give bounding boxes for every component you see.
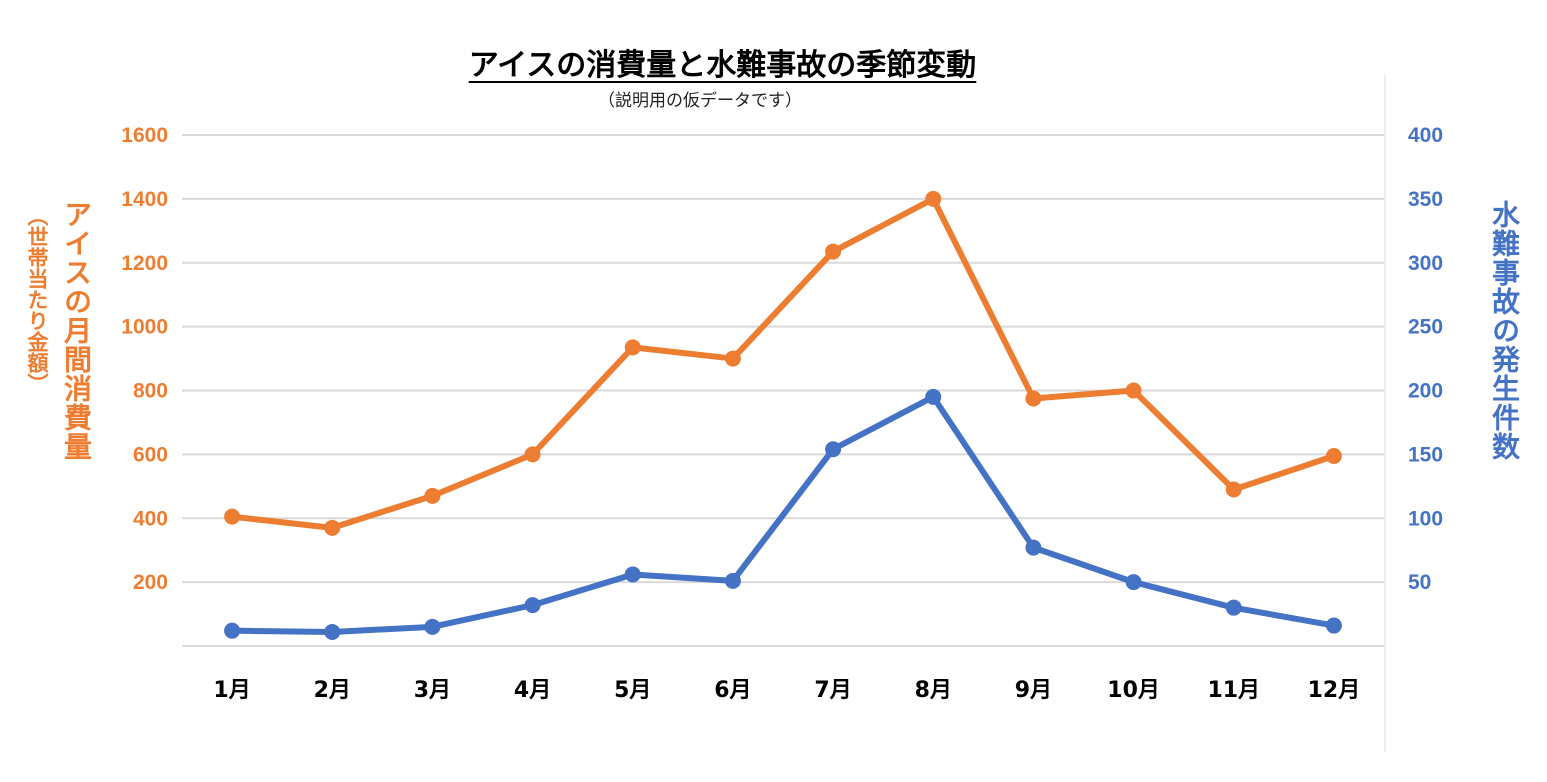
series-line-right — [232, 393, 1335, 635]
data-point-right — [624, 566, 641, 583]
data-point-right — [925, 388, 942, 405]
x-tick-label: 7月 — [814, 678, 851, 703]
x-tick-label: 3月 — [414, 678, 451, 703]
data-point-right — [1125, 574, 1142, 591]
chart-title-text: アイスの消費量と水難事故の季節変動 — [468, 48, 977, 83]
data-point-left — [1125, 382, 1142, 399]
data-point-right — [1325, 617, 1342, 634]
data-point-right — [825, 441, 842, 458]
x-tick-label: 2月 — [314, 678, 351, 703]
series-line-left — [231, 195, 1335, 531]
data-point-left — [524, 446, 541, 463]
y-right-tick-label: 250 — [1408, 316, 1443, 339]
data-point-right — [424, 618, 441, 635]
data-point-right — [724, 572, 741, 589]
y-axis-left-label: アイスの月間消費量 — [60, 200, 93, 461]
x-tick-label: 5月 — [614, 678, 651, 703]
y-left-tick-label: 1600 — [121, 124, 168, 147]
data-point-left — [624, 339, 641, 356]
x-tick-label: 11月 — [1207, 678, 1260, 703]
y-right-tick-label: 150 — [1408, 443, 1443, 466]
y-right-tick-label: 100 — [1408, 507, 1443, 530]
y-left-tick-label: 1400 — [121, 188, 168, 211]
x-tick-label: 12月 — [1308, 678, 1361, 703]
x-tick-label: 1月 — [213, 678, 250, 703]
x-tick-label: 6月 — [714, 678, 751, 703]
x-tick-label: 10月 — [1107, 678, 1160, 703]
y-axis-left-sublabel: （世帯当たり金額） — [25, 205, 49, 394]
data-point-left — [324, 519, 341, 536]
y-left-tick-label: 400 — [133, 507, 168, 530]
data-point-right — [224, 622, 241, 639]
y-left-tick-label: 600 — [133, 443, 168, 466]
data-point-left — [1225, 481, 1242, 498]
y-right-tick-label: 400 — [1408, 124, 1443, 147]
y-axis-right-label: 水難事故の発生件数 — [1488, 200, 1521, 461]
data-point-left — [1325, 447, 1342, 464]
data-point-left — [1025, 390, 1042, 407]
data-point-right — [1025, 539, 1042, 556]
data-point-left — [825, 243, 842, 260]
x-tick-label: 9月 — [1015, 678, 1052, 703]
data-point-left — [224, 508, 241, 525]
y-right-tick-label: 200 — [1408, 380, 1443, 403]
data-point-right — [324, 623, 341, 640]
y-left-tick-label: 1000 — [121, 316, 168, 339]
y-left-tick-label: 800 — [133, 380, 168, 403]
y-right-tick-label: 300 — [1408, 252, 1443, 275]
x-tick-label: 8月 — [915, 678, 952, 703]
x-tick-label: 4月 — [514, 678, 551, 703]
data-point-left — [424, 487, 441, 504]
data-point-right — [1225, 599, 1242, 616]
y-left-tick-label: 1200 — [121, 252, 168, 275]
chart-subtitle: （説明用の仮データです） — [598, 91, 802, 111]
chart-title: アイスの消費量と水難事故の季節変動 — [0, 40, 1445, 84]
data-point-left — [724, 350, 741, 367]
y-right-tick-label: 350 — [1408, 188, 1443, 211]
data-point-right — [524, 597, 541, 614]
y-right-tick-label: 50 — [1408, 571, 1431, 594]
data-point-left — [925, 190, 942, 207]
y-left-tick-label: 200 — [133, 571, 168, 594]
